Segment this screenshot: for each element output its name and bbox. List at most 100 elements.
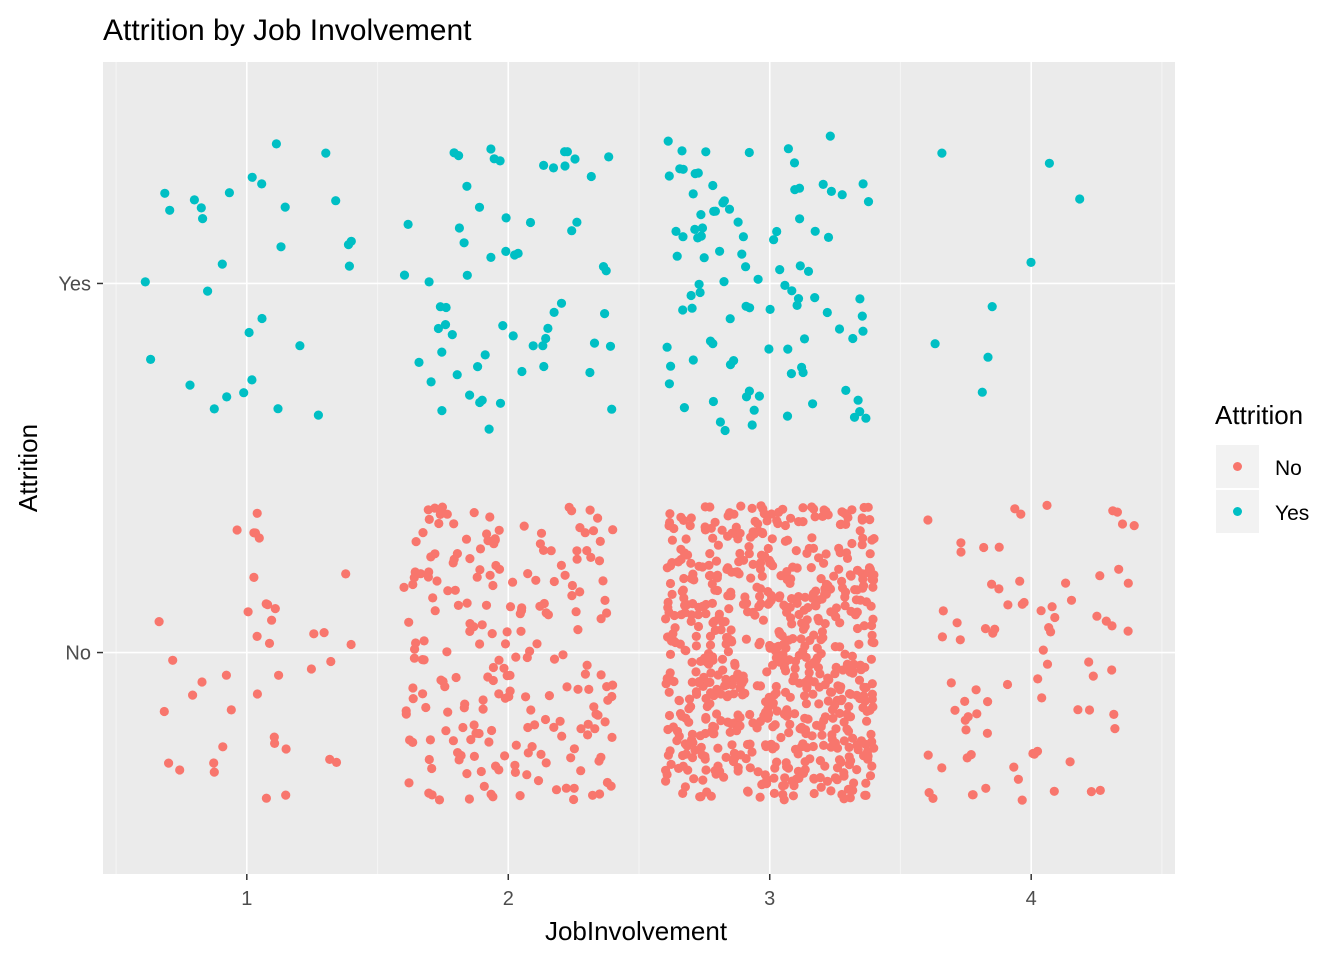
point-no — [708, 533, 718, 543]
point-no — [418, 689, 428, 699]
point-no — [791, 546, 801, 556]
point-yes — [560, 161, 570, 171]
point-no — [726, 718, 736, 729]
point-no — [792, 563, 802, 573]
point-no — [802, 683, 812, 693]
point-no — [771, 681, 781, 692]
point-no — [768, 660, 778, 670]
point-no — [846, 661, 857, 671]
point-no — [475, 639, 485, 649]
point-yes — [509, 250, 520, 260]
point-no — [488, 662, 498, 673]
point-no — [806, 563, 816, 573]
point-no — [674, 695, 684, 706]
point-no — [808, 689, 818, 699]
point-no — [584, 684, 594, 695]
point-no — [756, 558, 766, 568]
point-no — [686, 558, 696, 568]
point-no — [775, 591, 785, 601]
point-no — [867, 630, 877, 640]
point-no — [723, 647, 734, 657]
point-yes — [697, 223, 708, 233]
point-yes — [247, 172, 257, 182]
point-no — [686, 616, 696, 627]
point-yes — [663, 136, 673, 146]
point-no — [783, 535, 793, 545]
point-no — [453, 600, 463, 611]
point-no — [465, 554, 475, 564]
point-no — [857, 513, 867, 523]
point-no — [822, 776, 833, 786]
point-no — [683, 550, 693, 560]
point-no — [778, 789, 788, 800]
point-yes — [853, 395, 863, 405]
point-no — [702, 524, 712, 534]
point-no — [865, 705, 875, 715]
point-no — [842, 724, 852, 734]
point-no — [667, 589, 677, 600]
point-no — [835, 708, 845, 719]
point-yes — [733, 217, 743, 227]
point-no — [761, 697, 771, 707]
point-no — [494, 689, 504, 699]
point-yes — [775, 265, 785, 275]
point-no — [680, 739, 690, 749]
point-no — [494, 525, 504, 535]
point-no — [594, 556, 605, 566]
point-no — [270, 604, 280, 614]
point-no — [717, 654, 728, 664]
point-no — [600, 717, 610, 727]
point-no — [814, 682, 825, 692]
point-no — [408, 694, 418, 704]
point-no — [692, 689, 702, 700]
point-no — [264, 638, 275, 649]
point-no — [710, 517, 720, 527]
point-yes — [313, 410, 323, 420]
point-no — [804, 668, 814, 678]
point-no — [408, 579, 418, 590]
point-no — [826, 786, 836, 796]
point-no — [972, 709, 982, 719]
point-no — [691, 631, 701, 642]
point-yes — [686, 290, 696, 301]
point-no — [209, 767, 219, 777]
point-no — [743, 787, 753, 797]
point-no — [689, 774, 699, 784]
point-no — [1112, 507, 1122, 517]
point-yes — [556, 298, 567, 308]
point-yes — [787, 286, 797, 296]
point-no — [839, 771, 849, 781]
point-no — [716, 716, 726, 726]
point-yes — [572, 217, 582, 227]
point-yes — [718, 198, 728, 208]
point-no — [816, 722, 826, 732]
point-no — [787, 619, 797, 629]
point-no — [755, 591, 765, 602]
point-no — [982, 728, 993, 738]
point-no — [761, 778, 771, 789]
point-no — [674, 763, 684, 774]
point-no — [987, 579, 997, 589]
point-no — [419, 636, 429, 646]
point-no — [837, 694, 847, 704]
point-no — [1107, 621, 1117, 631]
point-no — [519, 521, 529, 531]
point-yes — [823, 232, 834, 242]
point-no — [418, 528, 428, 538]
point-no — [685, 521, 695, 531]
point-no — [687, 657, 697, 667]
point-no — [525, 646, 535, 656]
point-no — [810, 512, 820, 522]
point-no — [865, 515, 875, 525]
point-no — [588, 526, 599, 536]
point-no — [461, 534, 472, 544]
point-yes — [666, 361, 676, 371]
point-no — [780, 520, 791, 531]
point-yes — [744, 386, 755, 396]
point-no — [747, 503, 757, 513]
point-no — [960, 696, 970, 707]
point-yes — [937, 148, 947, 158]
point-no — [762, 516, 772, 526]
point-no — [1017, 599, 1027, 609]
point-yes — [709, 206, 719, 216]
